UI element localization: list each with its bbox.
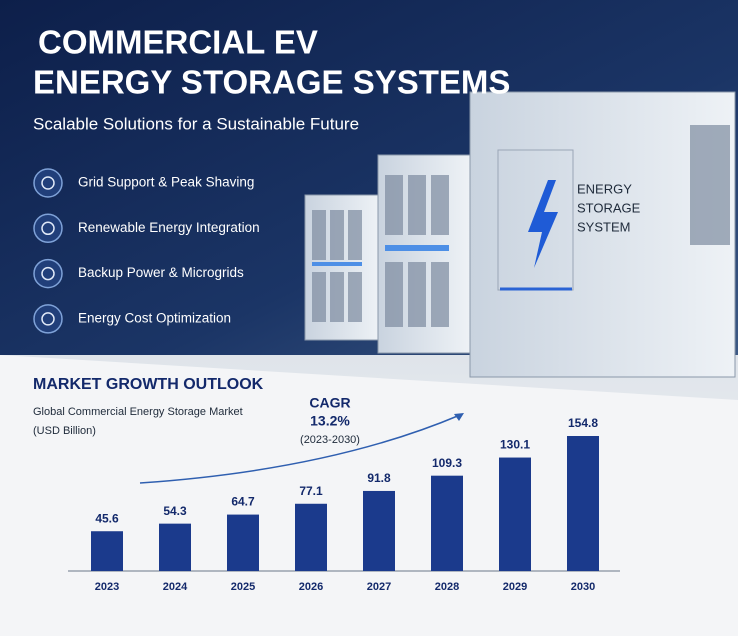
feature-icon: [33, 304, 63, 334]
x-tick-label: 2029: [503, 581, 527, 593]
chart-subtitle: Global Commercial Energy Storage Market: [33, 406, 243, 418]
feature-icon-glyph: [41, 176, 55, 190]
value-label: 109.3: [432, 456, 462, 470]
value-label: 45.6: [95, 511, 119, 525]
cagr-arrowhead: [454, 413, 464, 421]
feature-text: Backup Power & Microgrids: [78, 265, 244, 280]
cagr-label: CAGR: [309, 395, 350, 411]
feature-text: Energy Cost Optimization: [78, 310, 231, 325]
x-tick-label: 2026: [299, 581, 323, 593]
x-tick-label: 2028: [435, 581, 459, 593]
x-tick-label: 2023: [95, 581, 119, 593]
feature-icon-glyph: [41, 312, 55, 326]
feature-icon-glyph: [41, 221, 55, 236]
subtitle: Scalable Solutions for a Sustainable Fut…: [33, 114, 359, 133]
value-label: 91.8: [367, 471, 391, 485]
feature-text: Renewable Energy Integration: [78, 220, 260, 235]
x-tick-label: 2024: [163, 581, 188, 593]
chart-subtitle: (USD Billion): [33, 425, 96, 437]
cagr-arrow: [139, 414, 461, 484]
illustration-label: SYSTEM: [577, 219, 630, 234]
x-tick-label: 2030: [571, 581, 595, 593]
illustration-label: ENERGY: [577, 181, 632, 196]
value-label: 64.7: [231, 495, 255, 509]
title-line: ENERGY STORAGE SYSTEMS: [33, 64, 510, 101]
bar: [295, 503, 327, 571]
feature-icon: [33, 213, 63, 244]
title-line: COMMERCIAL EV: [38, 24, 318, 61]
feature-icon-glyph: [41, 266, 55, 281]
bar: [567, 436, 599, 571]
cagr-period: (2023-2030): [300, 434, 360, 446]
value-label: 154.8: [568, 416, 598, 430]
bar: [91, 531, 123, 571]
chart-title: MARKET GROWTH OUTLOOK: [33, 376, 264, 393]
illustration-label: STORAGE: [577, 200, 641, 215]
bar: [363, 490, 395, 571]
bar: [159, 523, 191, 571]
x-tick-label: 2025: [231, 581, 255, 593]
bar: [499, 457, 531, 571]
feature-icon: [33, 168, 63, 198]
storage-illustration: [304, 91, 736, 378]
value-label: 130.1: [500, 438, 530, 452]
cagr-value: 13.2%: [310, 413, 350, 429]
bar: [227, 514, 259, 571]
value-label: 54.3: [163, 504, 187, 518]
feature-text: Grid Support & Peak Shaving: [78, 175, 254, 190]
value-label: 77.1: [299, 484, 323, 498]
bar: [431, 475, 463, 571]
feature-icon: [33, 258, 63, 289]
x-tick-label: 2027: [367, 581, 391, 593]
